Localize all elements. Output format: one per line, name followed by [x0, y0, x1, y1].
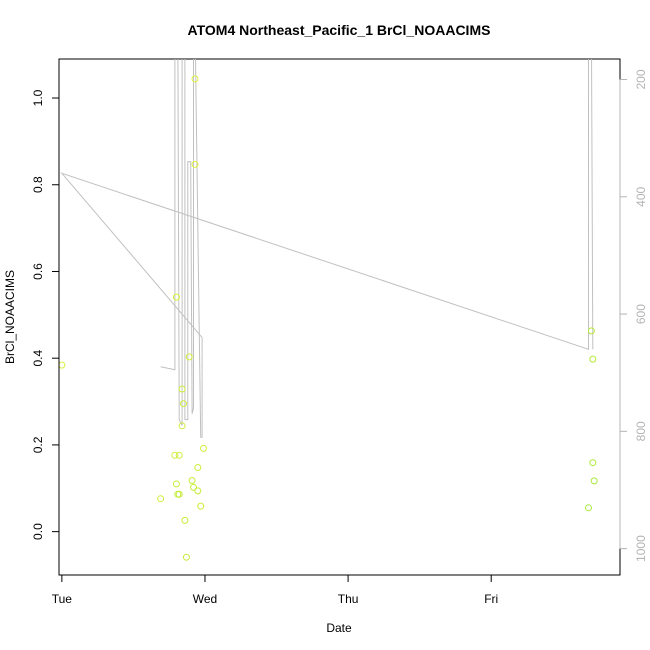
- data-point: [589, 459, 597, 467]
- data-point: [587, 327, 595, 335]
- y-tick-label: 1.0: [31, 89, 45, 106]
- x-axis-label: Date: [326, 621, 352, 635]
- x-axis: Tue Wed Thu Fri: [52, 574, 498, 606]
- data-point: [172, 480, 180, 488]
- data-point: [157, 495, 165, 503]
- y-axis-right: 200 400 600 800 1000: [619, 69, 648, 562]
- data-point: [178, 422, 186, 430]
- y-tick-label: 0.8: [31, 176, 45, 193]
- data-point: [59, 361, 66, 369]
- data-point: [589, 355, 597, 363]
- data-point: [191, 160, 199, 168]
- altitude-line: [60, 59, 594, 438]
- data-point: [172, 293, 180, 301]
- data-point: [188, 477, 196, 484]
- data-point: [178, 385, 186, 393]
- data-point: [190, 483, 197, 491]
- data-point: [171, 451, 179, 459]
- chart-title: ATOM4 Northeast_Pacific_1 BrCl_NOAACIMS: [188, 22, 491, 38]
- data-point: [180, 400, 187, 408]
- y-tick-label: 0.6: [31, 263, 45, 280]
- y-tick-label: 0.2: [31, 436, 45, 453]
- data-point: [185, 353, 193, 361]
- y-tick-label: 0.0: [31, 523, 45, 540]
- data-point: [175, 490, 183, 498]
- y2-tick-label: 400: [634, 186, 648, 206]
- data-point: [175, 451, 183, 459]
- y-axis-left: 0.0 0.2 0.4 0.6 0.8 1.0: [31, 89, 60, 540]
- y2-tick-label: 1000: [634, 535, 648, 562]
- data-point: [197, 502, 205, 510]
- data-point: [181, 516, 189, 524]
- x-tick-label: Fri: [484, 592, 498, 606]
- data-point: [191, 75, 199, 83]
- data-point: [200, 444, 207, 452]
- y2-tick-label: 200: [634, 69, 648, 89]
- y2-tick-label: 800: [634, 421, 648, 441]
- y2-tick-label: 600: [634, 304, 648, 324]
- y-tick-label: 0.4: [31, 350, 45, 367]
- x-tick-label: Tue: [52, 592, 73, 606]
- data-point: [182, 553, 190, 561]
- y-axis-label: BrCl_NOAACIMS: [3, 270, 17, 364]
- plot-area: [59, 59, 598, 561]
- data-point: [585, 504, 592, 512]
- data-point: [194, 487, 202, 495]
- data-point: [194, 464, 202, 471]
- x-tick-label: Wed: [193, 592, 217, 606]
- x-tick-label: Thu: [338, 592, 359, 606]
- data-point: [590, 477, 598, 485]
